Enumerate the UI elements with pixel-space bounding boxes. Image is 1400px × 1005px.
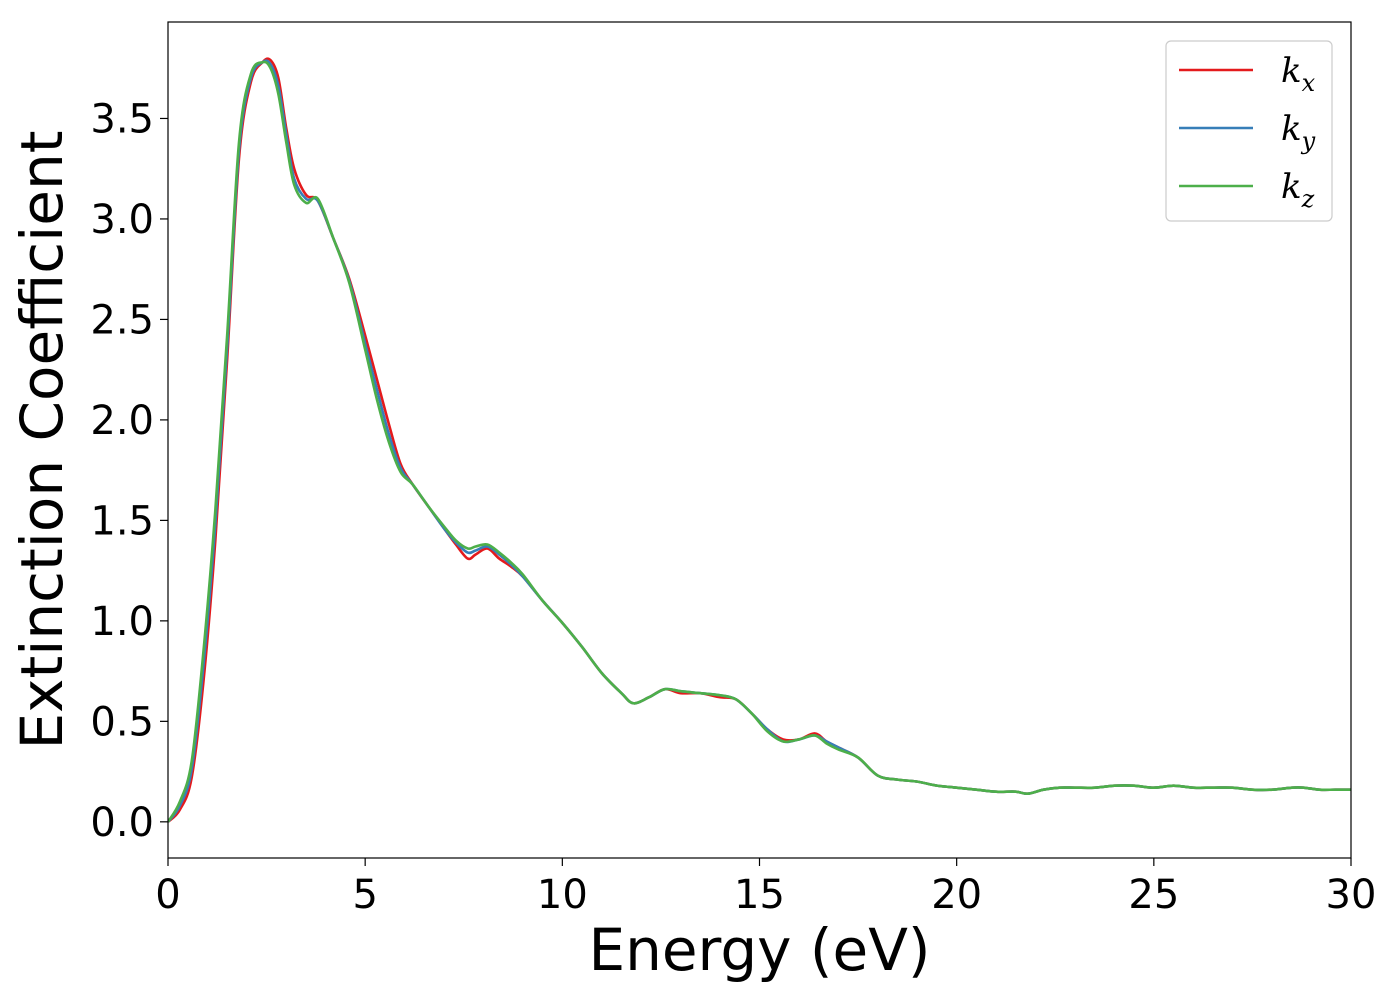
y-axis: 0.0 0.5 1.0 1.5 2.0 2.5 3.0 3.5 (90, 96, 168, 846)
legend-item-kx: kx (1179, 51, 1316, 97)
y-tick-label: 2.0 (90, 398, 154, 444)
x-tick-label: 25 (1128, 872, 1179, 918)
y-tick-label: 1.5 (90, 498, 154, 544)
x-tick-label: 10 (537, 872, 588, 918)
legend-box (1165, 40, 1333, 222)
x-tick-label: 30 (1326, 872, 1377, 918)
x-tick-label: 0 (155, 872, 180, 918)
x-tick-label: 15 (734, 872, 785, 918)
x-tick-label: 20 (931, 872, 982, 918)
x-tick-label: 5 (352, 872, 377, 918)
series-line-kz (168, 60, 1351, 823)
y-tick-label: 0.5 (90, 699, 154, 745)
y-tick-label: 3.0 (90, 197, 154, 243)
y-tick-label: 2.5 (90, 297, 154, 343)
y-axis-title: Extinction Coefficient (8, 131, 76, 750)
y-tick-label: 3.5 (90, 96, 154, 142)
y-tick-label: 1.0 (90, 599, 154, 645)
series-lines (168, 57, 1351, 823)
y-tick-label: 0.0 (90, 800, 154, 846)
x-axis: 0 5 10 15 20 25 30 (155, 858, 1376, 918)
x-axis-title: Energy (eV) (588, 916, 930, 984)
